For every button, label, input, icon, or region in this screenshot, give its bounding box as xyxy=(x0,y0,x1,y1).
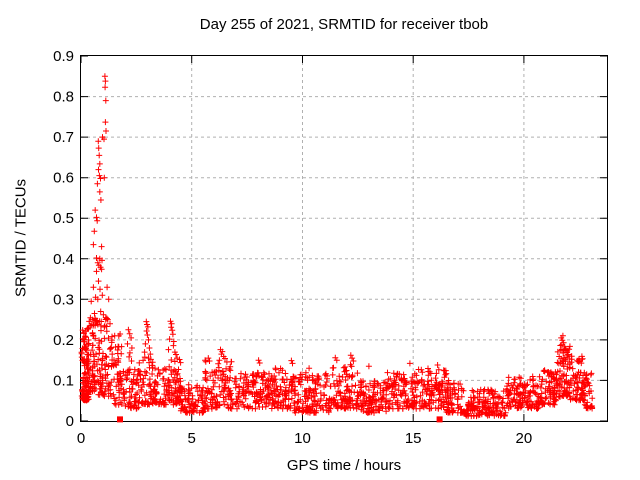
x-tick-label: 0 xyxy=(77,430,85,447)
x-tick-label: 5 xyxy=(188,430,196,447)
y-tick-label: 0.7 xyxy=(53,129,74,146)
gridlines xyxy=(81,56,607,421)
y-tick-label: 0.6 xyxy=(53,170,74,187)
y-tick-label: 0.5 xyxy=(53,210,74,227)
plot-border xyxy=(80,55,608,422)
chart-title: Day 255 of 2021, SRMTID for receiver tbo… xyxy=(199,16,489,33)
scatter-points xyxy=(78,73,596,420)
x-tick-label: 10 xyxy=(294,430,311,447)
y-tick-label: 0.9 xyxy=(53,48,74,65)
x-tick-label: 15 xyxy=(405,430,422,447)
y-tick-label: 0.3 xyxy=(53,291,74,308)
y-tick-label: 0.2 xyxy=(53,332,74,349)
x-axis-label: GPS time / hours xyxy=(286,457,402,474)
y-axis-label: SRMTID / TECUs xyxy=(12,178,30,298)
y-tick-label: 0.8 xyxy=(53,89,74,106)
y-tick-label: 0 xyxy=(66,413,74,430)
x-tick-label: 20 xyxy=(516,430,533,447)
y-tick-label: 0.4 xyxy=(53,251,74,268)
y-tick-label: 0.1 xyxy=(53,372,74,389)
